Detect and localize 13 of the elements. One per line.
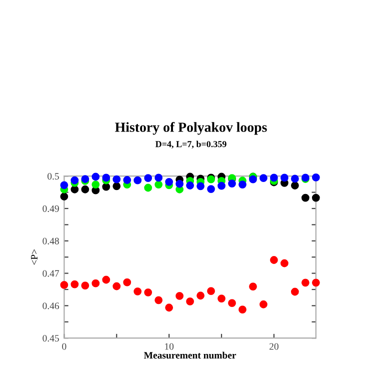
y-tick-label: 0.45 <box>42 334 59 342</box>
chart-title: History of Polyakov loops <box>115 122 267 135</box>
x-tick-label: 10 <box>165 343 174 350</box>
y-tick-label: 0.48 <box>42 238 59 244</box>
chart-subtitle: D=4, L=7, b=0.359 <box>155 140 226 148</box>
y-tick-label: 0.5 <box>48 173 59 180</box>
y-tick-label: 0.49 <box>42 205 59 212</box>
y-axis-title: <P> <box>31 249 38 265</box>
y-tick-label: 0.47 <box>42 270 60 277</box>
x-tick-label: 0 <box>62 343 66 350</box>
y-tick-label: 0.46 <box>42 302 60 310</box>
x-axis-title: Measurement number <box>144 352 236 359</box>
x-tick-label: 20 <box>270 343 278 350</box>
